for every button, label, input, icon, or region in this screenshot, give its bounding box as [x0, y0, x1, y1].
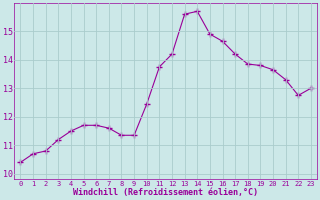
X-axis label: Windchill (Refroidissement éolien,°C): Windchill (Refroidissement éolien,°C) [73, 188, 258, 197]
